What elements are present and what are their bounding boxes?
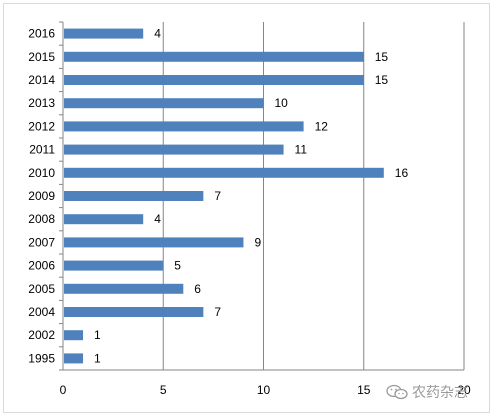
data-label-2013: 10 <box>275 96 289 110</box>
y-tick-label-2009: 2009 <box>28 189 55 203</box>
data-label-2004: 7 <box>214 305 221 319</box>
y-tick-label-2005: 2005 <box>28 282 55 296</box>
y-tick-label-2011: 2011 <box>29 143 55 157</box>
data-label-2014: 15 <box>375 73 389 87</box>
y-tick-label-2015: 2015 <box>28 50 55 64</box>
bar-2012 <box>64 121 304 132</box>
data-label-1995: 1 <box>94 351 101 365</box>
x-tick-label-20: 20 <box>457 383 471 397</box>
data-label-2007: 9 <box>254 235 261 249</box>
data-label-2006: 5 <box>174 259 181 273</box>
axis-layer <box>59 21 464 371</box>
bar-1995 <box>64 353 84 364</box>
bar-2004 <box>64 307 204 317</box>
grid-layer <box>162 22 465 370</box>
y-tick-label-2010: 2010 <box>28 166 55 180</box>
data-label-2012: 12 <box>315 119 329 133</box>
y-tick-label-2008: 2008 <box>28 212 55 226</box>
bar-2014 <box>64 75 364 85</box>
y-tick-label-2014: 2014 <box>28 73 55 87</box>
data-label-2010: 16 <box>395 166 409 180</box>
y-tick-label-2004: 2004 <box>28 305 55 319</box>
data-label-2016: 4 <box>154 27 161 41</box>
bar-2006 <box>64 260 164 271</box>
data-label-2015: 15 <box>375 50 389 64</box>
bar-2002 <box>64 330 84 341</box>
bar-2010 <box>64 167 384 178</box>
bar-2011 <box>64 144 284 155</box>
bar-layer <box>64 28 384 364</box>
bar-2005 <box>64 283 184 294</box>
bar-2009 <box>64 191 204 201</box>
x-tick-label-10: 10 <box>257 383 271 397</box>
data-label-2009: 7 <box>214 189 221 203</box>
y-tick-label-2016: 2016 <box>28 27 55 41</box>
x-tick-label-5: 5 <box>160 383 167 397</box>
bar-2015 <box>64 51 364 62</box>
y-tick-label-1995: 1995 <box>28 351 55 365</box>
data-label-2002: 1 <box>94 328 101 342</box>
y-tick-label-2012: 2012 <box>28 119 55 133</box>
data-label-2008: 4 <box>154 212 161 226</box>
y-tick-label-2007: 2007 <box>28 235 55 249</box>
y-tick-label-2013: 2013 <box>28 96 55 110</box>
x-tick-label-0: 0 <box>60 383 67 397</box>
wechat-icon <box>386 384 408 400</box>
bar-2007 <box>64 237 244 248</box>
bar-2013 <box>64 98 264 109</box>
data-label-2005: 6 <box>194 282 201 296</box>
y-tick-label-2006: 2006 <box>28 259 55 273</box>
bar-2008 <box>64 214 144 225</box>
data-label-2011: 11 <box>295 143 308 157</box>
x-tick-label-15: 15 <box>357 383 371 397</box>
y-tick-label-2002: 2002 <box>28 328 55 342</box>
bar-2016 <box>64 28 144 39</box>
watermark-text: 农药杂志 <box>412 385 468 401</box>
watermark: 农药杂志 <box>386 382 468 402</box>
chart-frame: 0 5 10 15 20 2016 4 2015 15 2014 15 2013 10 2012 12 201… <box>3 3 490 413</box>
